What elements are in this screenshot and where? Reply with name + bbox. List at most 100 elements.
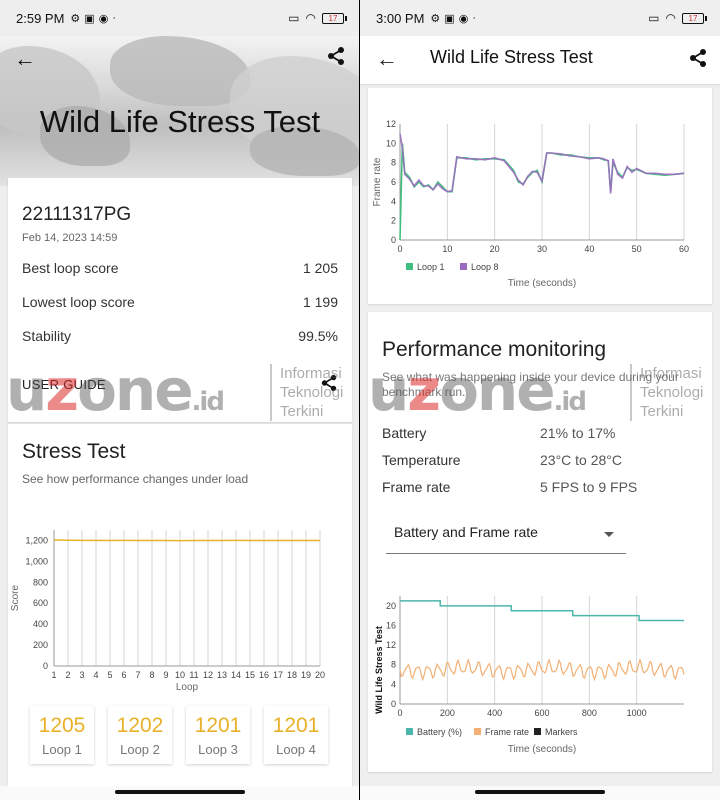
y-tick-label: 4 bbox=[391, 679, 396, 689]
y-tick-label: 0 bbox=[391, 699, 396, 709]
y-tick-label: 8 bbox=[391, 660, 396, 670]
x-tick-label: 10 bbox=[175, 670, 185, 680]
x-tick-label: 40 bbox=[584, 244, 594, 254]
score-series-line bbox=[53, 539, 320, 542]
share-icon[interactable] bbox=[326, 46, 346, 71]
x-tick-label: 0 bbox=[397, 708, 402, 718]
metric-dropdown[interactable]: Battery and Frame rate bbox=[386, 516, 626, 554]
legend-label: Loop 8 bbox=[471, 262, 499, 272]
frame-rate-row: Frame rate 5 FPS to 9 FPS bbox=[382, 479, 702, 495]
x-axis-label: Loop bbox=[176, 682, 199, 693]
loop-1-label: Loop 1 bbox=[42, 742, 82, 757]
y-tick-label: 600 bbox=[33, 598, 48, 608]
series-line-loop-8 bbox=[399, 133, 685, 194]
stress-title: Stress Test bbox=[22, 440, 126, 463]
y-tick-label: 12 bbox=[386, 640, 396, 650]
y-tick-label: 6 bbox=[391, 177, 396, 187]
share-result-icon[interactable] bbox=[320, 374, 338, 397]
x-tick-label: 50 bbox=[632, 244, 642, 254]
legend-label: Battery (%) bbox=[417, 727, 462, 737]
best-loop-row: Best loop score 1 205 bbox=[22, 260, 338, 276]
x-tick-label: 11 bbox=[189, 670, 198, 680]
y-tick-label: 1,000 bbox=[25, 556, 48, 566]
status-time: 2:59 PM bbox=[16, 10, 65, 26]
legend-label: Loop 1 bbox=[417, 262, 445, 272]
temperature-row: Temperature 23°C to 28°C bbox=[382, 452, 702, 468]
x-tick-label: 30 bbox=[537, 244, 547, 254]
app-bar: ← Wild Life Stress Test bbox=[360, 36, 720, 84]
back-arrow-icon[interactable]: ← bbox=[376, 46, 398, 71]
y-tick-label: 4 bbox=[391, 196, 396, 206]
stability-row: Stability 99.5% bbox=[22, 328, 338, 344]
frame-rate-card: 0 10 20 30 40 50 60 0 2 4 6 8 10 12 Frame rate Loop 1 Lo… bbox=[368, 88, 712, 304]
x-tick-label: 60 bbox=[679, 244, 689, 254]
y-tick-label: 2 bbox=[391, 216, 396, 226]
x-tick-label: 8 bbox=[149, 670, 154, 680]
y-tick-label: 1,200 bbox=[25, 535, 48, 545]
x-tick-label: 0 bbox=[397, 244, 402, 254]
battery-icon: 17 bbox=[322, 12, 347, 24]
device-name: 22111317PG bbox=[22, 204, 132, 225]
y-tick-label: 800 bbox=[33, 577, 48, 587]
x-tick-label: 18 bbox=[287, 670, 297, 680]
loop-1-score: 1205 bbox=[38, 714, 86, 737]
x-tick-label: 20 bbox=[315, 670, 325, 680]
loop-card-2[interactable]: 1202 Loop 2 bbox=[108, 706, 172, 764]
home-indicator[interactable] bbox=[115, 790, 245, 794]
x-tick-label: 20 bbox=[490, 244, 500, 254]
legend-swatch bbox=[460, 263, 467, 270]
loop-card-1[interactable]: 1205 Loop 1 bbox=[30, 706, 94, 764]
battery-value: 21% to 17% bbox=[540, 425, 616, 441]
stability-value: 99.5% bbox=[298, 328, 338, 344]
share-icon[interactable] bbox=[688, 48, 708, 73]
legend-label: Frame rate bbox=[485, 727, 529, 737]
mute-icon: ▭ bbox=[648, 11, 660, 25]
loop-card-4[interactable]: 1201 Loop 4 bbox=[264, 706, 328, 764]
app-status-icon: ◉ bbox=[458, 12, 469, 25]
loop-3-label: Loop 3 bbox=[198, 742, 238, 757]
mute-icon: ▭ bbox=[288, 11, 300, 25]
perf-title: Performance monitoring bbox=[382, 338, 607, 361]
legend-swatch bbox=[474, 728, 481, 735]
stability-label: Stability bbox=[22, 328, 72, 344]
back-arrow-icon[interactable]: ← bbox=[14, 46, 36, 71]
result-date: Feb 14, 2023 14:59 bbox=[22, 232, 118, 244]
legend-label: Markers bbox=[545, 727, 578, 737]
x-axis-label: Time (seconds) bbox=[508, 744, 577, 755]
status-bar: 3:00 PM ⚙ ▣ ◉ · ▭ ◠ 17 bbox=[360, 0, 720, 36]
battery-icon: 17 bbox=[682, 12, 707, 24]
status-bar: 2:59 PM ⚙ ▣ ◉ · ▭ ◠ 17 bbox=[0, 0, 360, 36]
frame-rate-line bbox=[399, 657, 685, 682]
x-tick-label: 16 bbox=[259, 670, 269, 680]
y-tick-label: 20 bbox=[386, 601, 396, 611]
battery-label: Battery bbox=[382, 425, 427, 441]
loop-4-score: 1201 bbox=[272, 714, 320, 737]
loop-2-score: 1202 bbox=[116, 714, 164, 737]
marker-label: Wild Life Stress Test bbox=[374, 626, 384, 714]
x-tick-label: 14 bbox=[231, 670, 241, 680]
loop-4-label: Loop 4 bbox=[276, 742, 316, 757]
x-tick-label: 1 bbox=[51, 670, 56, 680]
x-tick-label: 400 bbox=[487, 708, 502, 718]
temperature-label: Temperature bbox=[382, 452, 461, 468]
x-tick-label: 5 bbox=[107, 670, 112, 680]
x-tick-label: 9 bbox=[163, 670, 168, 680]
x-tick-label: 13 bbox=[217, 670, 227, 680]
x-tick-label: 1000 bbox=[627, 708, 647, 718]
user-guide-link[interactable]: USER GUIDE bbox=[22, 377, 106, 392]
x-tick-label: 4 bbox=[93, 670, 98, 680]
y-axis-label: Frame rate bbox=[372, 157, 383, 206]
hero-banner bbox=[0, 36, 360, 186]
frame-rate-label: Frame rate bbox=[382, 479, 451, 495]
score-chart: 1 2 3 4 5 6 7 8 9 10 11 12 13 14 15 16 17 18 19 20020040060… bbox=[10, 530, 325, 693]
settings-status-icon: ⚙ bbox=[430, 12, 441, 25]
loop-card-3[interactable]: 1201 Loop 3 bbox=[186, 706, 250, 764]
battery-step-line bbox=[400, 600, 684, 622]
legend-swatch bbox=[406, 263, 413, 270]
legend-swatch bbox=[534, 728, 541, 735]
page-title: Wild Life Stress Test bbox=[430, 47, 593, 67]
best-loop-value: 1 205 bbox=[302, 260, 338, 276]
x-tick-label: 3 bbox=[79, 670, 84, 680]
home-indicator[interactable] bbox=[475, 790, 605, 794]
x-tick-label: 800 bbox=[582, 708, 597, 718]
